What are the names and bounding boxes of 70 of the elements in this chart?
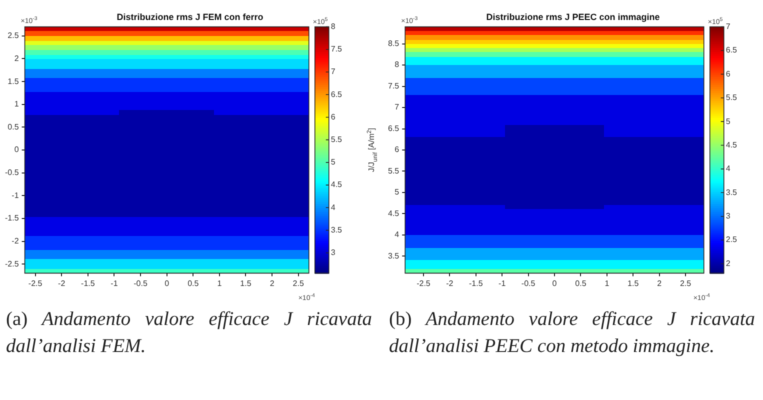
- text: (b) Andamento valore efficace J ricavata dall’analisi PEEC con metodo immagine.: [389, 308, 755, 359]
- color-bar-label: 8: [330, 22, 336, 32]
- color-bar-label: 5: [330, 158, 336, 167]
- y-tick-label: 1.5: [8, 76, 20, 86]
- color-bar-label: 6.5: [330, 90, 343, 99]
- y-tick-label: 4.5: [388, 208, 400, 218]
- y-tick-label: -2.5: [4, 259, 20, 268]
- y-tick-label: 7.5: [388, 81, 400, 90]
- chart-title: Distribuzione rms J FEM con ferro: [116, 12, 264, 22]
- y-tick-label: 8: [394, 60, 400, 70]
- y-tick-label: -1: [12, 190, 20, 200]
- color-bar-label: 4.5: [330, 180, 343, 190]
- y-tick-label: 2: [14, 54, 20, 63]
- y-tick-label: 1: [14, 100, 20, 109]
- text: (a) Andamento valore efficace J ricavata dall’analisi FEM.: [6, 308, 372, 359]
- x-tick-label: -2.5: [28, 279, 43, 288]
- y-tick-label: 5: [394, 188, 400, 197]
- color-bar-label: 7.5: [330, 44, 343, 54]
- y-tick-label: -1.5: [4, 214, 20, 223]
- y-tick-label: 3.5: [388, 251, 400, 260]
- x-tick-label: 1: [604, 279, 610, 288]
- x-tick-label: 1.5: [628, 279, 640, 288]
- y-tick-label: 6: [394, 145, 400, 154]
- x-tick-label: 2.5: [680, 279, 692, 288]
- color-bar-label: 3: [726, 212, 731, 221]
- color-bar-label: 2: [726, 258, 731, 268]
- y-tick-label: 6.5: [388, 124, 400, 133]
- color-bar-label: 5.5: [726, 93, 738, 102]
- x-tick-label: -1.5: [81, 279, 96, 288]
- x-tick-label: -2: [446, 279, 454, 288]
- y-tick-label: 5.5: [388, 166, 400, 176]
- y-tick-label: 4: [394, 230, 400, 240]
- color-bar-label: 4: [330, 202, 336, 212]
- x-tick-label: 2: [270, 279, 275, 288]
- y-tick-label: 8.5: [388, 38, 400, 48]
- color-bar-label: 2.5: [726, 235, 738, 244]
- color-bar-label: 7: [726, 22, 731, 32]
- x-tick-label: -1: [110, 279, 118, 288]
- y-tick-label: -2: [12, 236, 20, 246]
- x-tick-label: 2: [657, 279, 662, 288]
- x-tick-label: 0: [552, 279, 558, 288]
- color-bar-label: 5.5: [330, 135, 343, 144]
- x-tick-label: -2: [58, 279, 66, 288]
- color-bar-label: 6: [330, 112, 336, 122]
- color-bar-label: 3: [330, 248, 336, 258]
- y-tick-label: 0: [14, 145, 20, 154]
- y-tick-label: 2.5: [8, 31, 20, 40]
- color-bar-label: 5: [726, 116, 731, 126]
- color-bar-label: 6: [726, 69, 731, 78]
- color-bar-label: 4: [726, 164, 731, 174]
- x-tick-label: -1: [498, 279, 506, 288]
- x-tick-label: 1: [217, 279, 222, 288]
- color-bar-label: 4.5: [726, 140, 738, 150]
- x-tick-label: 0.5: [188, 279, 200, 288]
- y-tick-label: 7: [394, 102, 400, 112]
- x-tick-label: -1.5: [468, 279, 484, 288]
- color-bar-label: 3.5: [726, 188, 738, 197]
- x-tick-label: 1.5: [240, 279, 252, 288]
- y-tick-label: -0.5: [4, 168, 20, 178]
- x-tick-label: -0.5: [134, 279, 148, 288]
- x-tick-label: 2.5: [292, 279, 304, 288]
- x-tick-label: 0: [164, 279, 170, 288]
- color-bar-label: 6.5: [726, 46, 738, 55]
- color-bar-label: 7: [330, 67, 336, 76]
- x-tick-label: -2.5: [416, 279, 431, 288]
- y-tick-label: 0.5: [8, 122, 20, 132]
- color-bar-label: 3.5: [330, 225, 343, 234]
- x-tick-label: 0.5: [575, 279, 587, 288]
- x-tick-label: -0.5: [521, 279, 536, 288]
- chart-title: Distribuzione rms J PEEC con immagine: [486, 12, 660, 22]
